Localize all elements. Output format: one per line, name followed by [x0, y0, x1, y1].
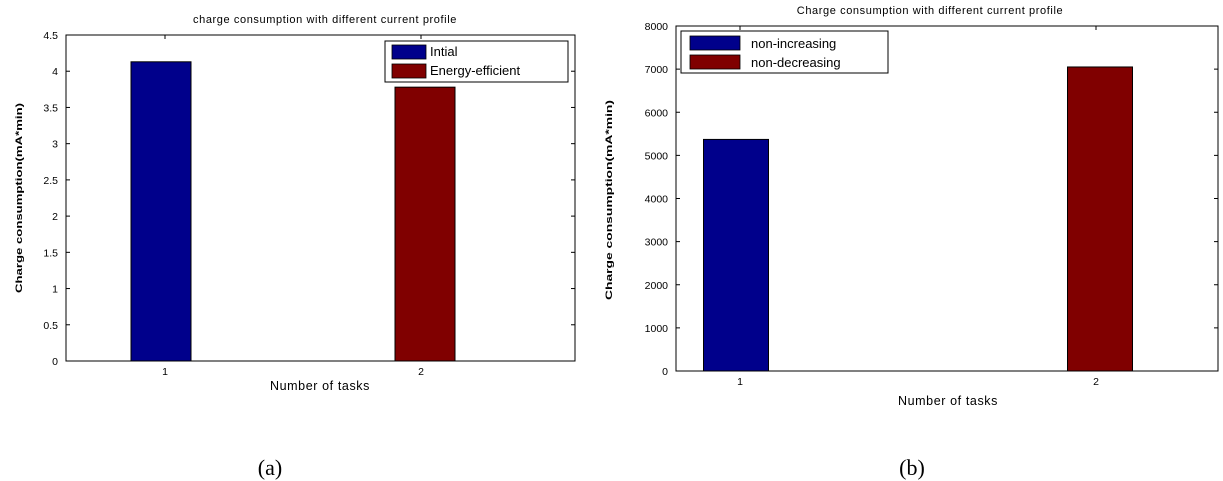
chart-a-x-tick-label: 1 — [162, 366, 168, 378]
chart-b-title: Charge consumption with different curren… — [797, 5, 1063, 17]
chart-a-bar-intial — [130, 61, 192, 362]
chart-a-bar-energy-efficient — [394, 86, 456, 362]
chart-a-legend-swatch-energy-efficient — [391, 63, 427, 79]
chart-b-bar-non-increasing — [703, 138, 769, 372]
chart-b-legend-swatch-non-increasing — [689, 35, 741, 51]
chart-b-y-tick-label: 8000 — [645, 21, 669, 33]
chart-a-y-tick-label: 2.5 — [43, 175, 58, 187]
chart-a-legend-swatch-intial — [391, 44, 427, 60]
chart-b-legend-label-non-increasing: non-increasing — [751, 36, 836, 51]
chart-b-bars — [703, 66, 1133, 372]
chart-a-y-tick-label: 1.5 — [43, 247, 58, 259]
chart-b-caption: (b) — [899, 455, 925, 480]
chart-a-y-tick-label: 3 — [52, 139, 58, 151]
chart-a-y-tick-label: 0 — [52, 356, 58, 368]
chart-a-y-axis-label: Charge consumption(mA*min) — [14, 103, 24, 293]
chart-a-bars — [130, 61, 456, 362]
chart-a-legend-label-energy-efficient: Energy-efficient — [430, 63, 520, 78]
chart-b-y-ticks: 0 1000 2000 3000 4000 5000 6000 7000 8000 — [645, 21, 1218, 378]
chart-b-x-tick-label: 1 — [737, 376, 743, 388]
chart-a-caption: (a) — [258, 455, 282, 480]
chart-a: charge consumption with different curren… — [14, 14, 576, 480]
chart-b-y-tick-label: 7000 — [645, 64, 669, 76]
chart-b-legend-label-non-decreasing: non-decreasing — [751, 55, 841, 70]
chart-a-y-tick-label: 1 — [52, 284, 58, 296]
chart-a-y-tick-label: 0.5 — [43, 320, 58, 332]
chart-a-x-tick-label: 2 — [418, 366, 424, 378]
chart-a-title: charge consumption with different curren… — [193, 14, 457, 26]
chart-a-legend-label-intial: Intial — [430, 44, 458, 59]
chart-a-legend: Intial Energy-efficient — [384, 40, 569, 83]
chart-a-y-tick-label: 4 — [52, 66, 58, 78]
chart-a-y-tick-label: 3.5 — [43, 102, 58, 114]
chart-a-y-tick-label: 4.5 — [43, 30, 58, 42]
chart-b-legend-swatch-non-decreasing — [689, 54, 741, 70]
chart-a-y-tick-label: 2 — [52, 211, 58, 223]
chart-b-y-tick-label: 4000 — [645, 194, 669, 206]
chart-b-y-tick-label: 2000 — [645, 280, 669, 292]
chart-a-y-ticks: 0 0.5 1 1.5 2 2.5 3 3.5 4 4.5 — [43, 30, 575, 368]
chart-b-legend: non-increasing non-decreasing — [680, 30, 889, 74]
chart-b-bar-non-decreasing — [1067, 66, 1133, 372]
chart-b-y-tick-label: 1000 — [645, 323, 669, 335]
chart-b-y-tick-label: 6000 — [645, 107, 669, 119]
chart-b-y-tick-label: 5000 — [645, 150, 669, 162]
chart-b-y-tick-label: 3000 — [645, 237, 669, 249]
chart-b-y-axis-label: Charge consumption(mA*min) — [604, 100, 614, 300]
chart-b-x-tick-label: 2 — [1093, 376, 1099, 388]
chart-a-x-axis-label: Number of tasks — [270, 379, 370, 393]
chart-b: Charge consumption with different curren… — [604, 5, 1219, 480]
chart-b-x-axis-label: Number of tasks — [898, 394, 998, 408]
chart-b-y-tick-label: 0 — [662, 366, 668, 378]
